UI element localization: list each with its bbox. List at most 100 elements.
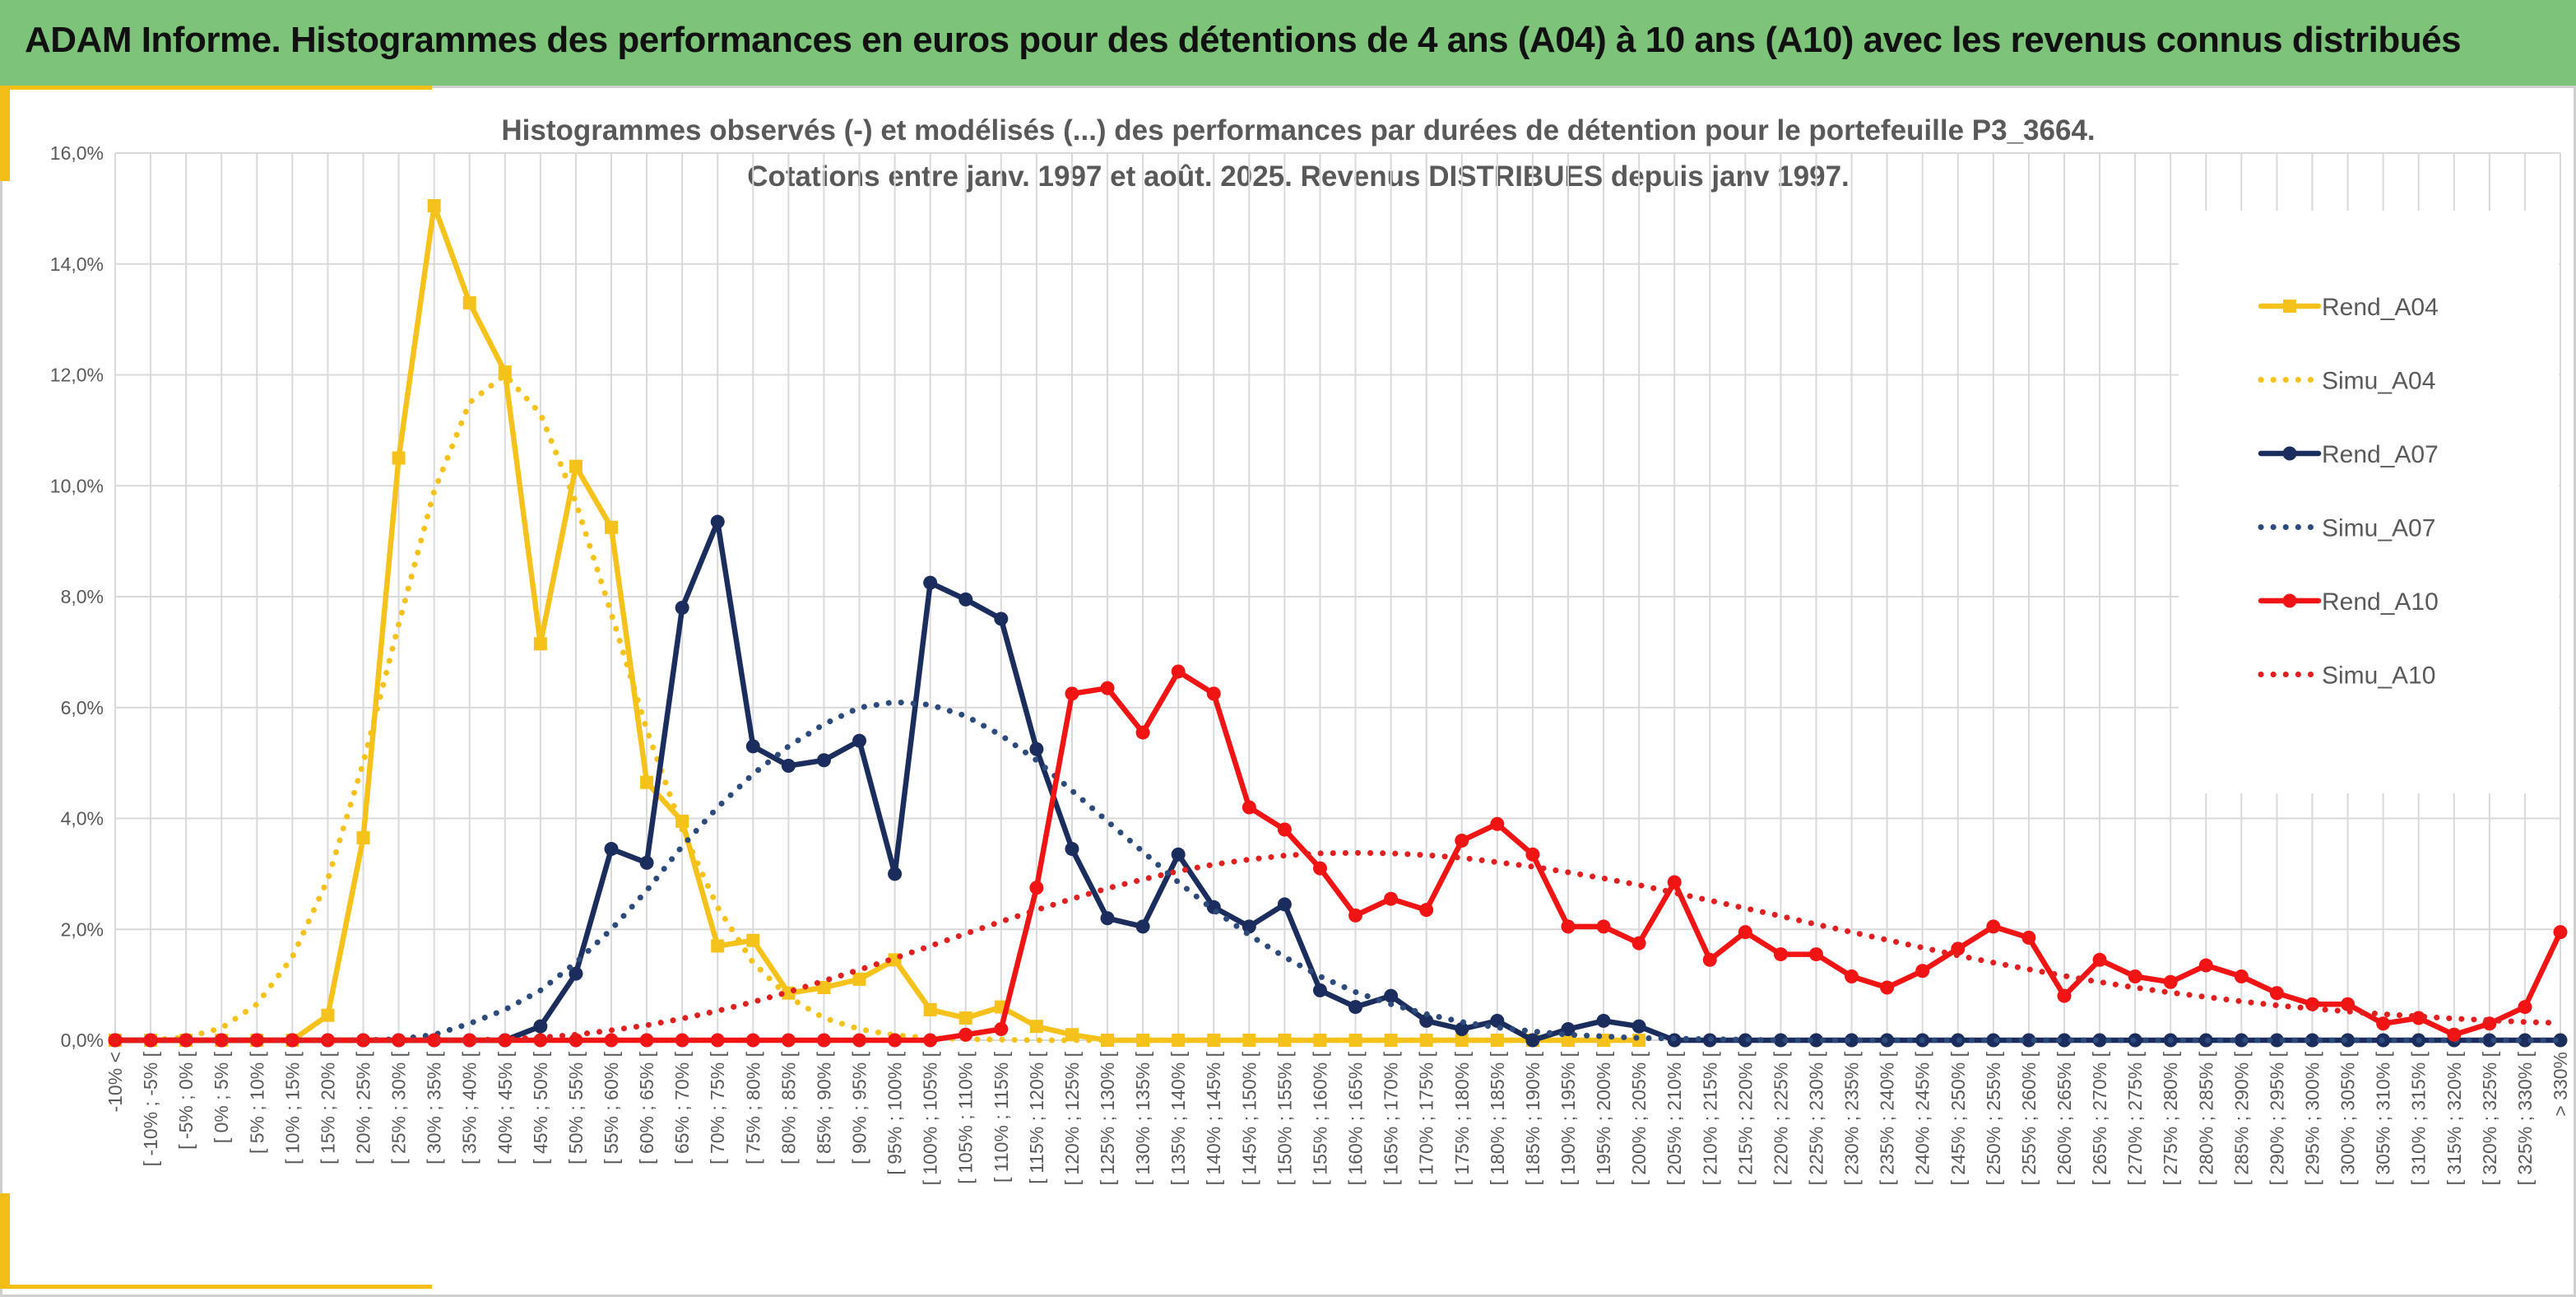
x-tick-label: [ 315% ; 320% [	[2444, 1051, 2465, 1185]
x-tick-label: [ 60% ; 65% [	[636, 1051, 657, 1164]
data-point-Rend_A07	[1135, 919, 1150, 934]
x-tick-label: [ 290% ; 295% [	[2266, 1051, 2287, 1185]
y-tick-label: 6,0%	[61, 697, 104, 718]
x-tick-label: [ 270% ; 275% [	[2124, 1051, 2146, 1185]
data-point-Rend_A07	[569, 966, 583, 981]
data-point-Rend_A10	[2021, 930, 2036, 945]
data-point-Rend_A10	[2411, 1011, 2426, 1025]
x-tick-label: [ 105% ; 110% [	[955, 1051, 977, 1183]
data-point-Rend_A04	[640, 775, 654, 789]
x-tick-label: [ 175% ; 180% [	[1451, 1051, 1473, 1185]
y-tick-label: 16,0%	[50, 142, 104, 164]
y-tick-label: 0,0%	[61, 1030, 104, 1051]
x-tick-label: [ -5% ; 0% [	[175, 1051, 197, 1149]
data-point-Rend_A10	[569, 1033, 583, 1048]
data-point-Rend_A04	[462, 295, 476, 309]
series-line-Rend_A04	[112, 202, 1642, 1044]
x-tick-label: [ 180% ; 185% [	[1487, 1051, 1508, 1185]
x-tick-label: [ 230% ; 235% [	[1841, 1051, 1863, 1185]
y-tick-label: 12,0%	[50, 365, 104, 386]
data-point-Rend_A10	[2128, 969, 2142, 984]
data-point-Rend_A04	[1101, 1034, 1115, 1047]
data-point-Rend_A07	[1171, 847, 1186, 862]
series-line-Rend_A07	[112, 518, 2564, 1044]
x-tick-label: [ 140% ; 145% [	[1203, 1051, 1224, 1185]
data-point-Rend_A10	[533, 1033, 548, 1048]
legend-marker-Rend_A10	[2282, 593, 2297, 608]
x-tick-label: [ 305% ; 310% [	[2373, 1051, 2394, 1185]
data-point-Rend_A10	[781, 1033, 796, 1048]
x-tick-label: [ 195% ; 200% [	[1593, 1051, 1614, 1185]
data-point-Rend_A10	[2163, 974, 2178, 989]
x-tick-label: [ 170% ; 175% [	[1416, 1051, 1437, 1185]
data-point-Rend_A07	[1242, 919, 1256, 934]
legend-label-Simu_A04: Simu_A04	[2322, 368, 2435, 395]
data-point-Rend_A10	[2376, 1016, 2391, 1031]
legend-marker-Rend_A07	[2282, 446, 2297, 461]
x-tick-label: [ 205% ; 210% [	[1664, 1051, 1685, 1185]
data-point-Rend_A07	[604, 842, 619, 857]
data-point-Rend_A07	[1525, 1033, 1540, 1048]
data-point-Rend_A10	[1206, 686, 1221, 701]
x-tick-label: [ 95% ; 100% [	[884, 1051, 906, 1174]
data-point-Rend_A10	[816, 1033, 831, 1048]
x-tick-label: [ 255% ; 260% [	[2018, 1051, 2040, 1185]
data-point-Rend_A04	[923, 1002, 937, 1016]
data-point-Rend_A07	[1738, 1033, 1752, 1048]
data-point-Rend_A07	[1277, 897, 1292, 912]
data-point-Rend_A07	[675, 600, 689, 615]
data-point-Rend_A04	[392, 451, 406, 465]
data-point-Rend_A07	[958, 592, 973, 607]
data-point-Rend_A10	[1845, 969, 1859, 984]
x-tick-label: [ 160% ; 165% [	[1345, 1051, 1367, 1185]
data-point-Rend_A07	[1029, 741, 1044, 756]
data-point-Rend_A04	[711, 939, 725, 953]
x-axis: -10% < [ -10% ; -5% [[ -5% ; 0% [[ 0% ; 5…	[104, 1051, 2571, 1185]
x-tick-label: [ 245% ; 250% [	[1947, 1051, 1969, 1185]
data-point-Rend_A04	[1384, 1034, 1398, 1047]
x-tick-label: [ 215% ; 220% [	[1734, 1051, 1756, 1185]
x-tick-label: [ 5% ; 10% [	[246, 1051, 267, 1154]
data-point-Rend_A04	[1278, 1034, 1292, 1047]
x-tick-label: [ 145% ; 150% [	[1238, 1051, 1260, 1185]
header-banner: ADAM Informe. Histogrammes des performan…	[0, 0, 2576, 87]
x-tick-label: [ 280% ; 285% [	[2195, 1051, 2216, 1185]
data-point-Rend_A07	[2304, 1033, 2319, 1048]
data-point-Rend_A10	[1596, 919, 1611, 934]
x-tick-label: [ 260% ; 265% [	[2054, 1051, 2075, 1185]
data-point-Rend_A04	[1029, 1020, 1043, 1034]
x-tick-label: [ 285% ; 290% [	[2230, 1051, 2252, 1185]
data-point-Rend_A04	[817, 980, 831, 994]
data-point-Rend_A10	[675, 1033, 689, 1048]
data-point-Rend_A07	[710, 514, 725, 529]
legend-background	[2179, 211, 2559, 793]
data-point-Rend_A10	[994, 1022, 1009, 1037]
data-point-Rend_A10	[2304, 997, 2319, 1011]
data-point-Rend_A07	[2234, 1033, 2249, 1048]
data-point-Rend_A10	[852, 1033, 867, 1048]
x-tick-label: [ 235% ; 240% [	[1877, 1051, 1898, 1185]
data-point-Rend_A04	[958, 1011, 972, 1025]
data-point-Rend_A10	[1667, 875, 1682, 890]
legend-label-Simu_A10: Simu_A10	[2322, 662, 2435, 690]
y-tick-label: 2,0%	[61, 918, 104, 940]
data-point-Rend_A10	[1951, 941, 1966, 956]
data-point-Rend_A10	[2518, 1000, 2532, 1015]
x-tick-label: > 330%	[2550, 1052, 2571, 1117]
data-point-Rend_A10	[710, 1033, 725, 1048]
data-point-Rend_A10	[1065, 686, 1079, 701]
data-point-Rend_A10	[179, 1033, 193, 1048]
data-point-Rend_A07	[2021, 1033, 2036, 1048]
y-tick-label: 8,0%	[61, 586, 104, 607]
data-point-Rend_A04	[533, 637, 547, 651]
x-tick-label: [ 325% ; 330% [	[2514, 1051, 2536, 1185]
data-point-Rend_A07	[923, 575, 938, 590]
x-tick-label: [ 85% ; 90% [	[813, 1051, 834, 1164]
plot-series	[108, 199, 2568, 1048]
x-tick-label: [ 165% ; 170% [	[1381, 1051, 1402, 1185]
data-point-Rend_A07	[639, 855, 654, 870]
chart-frame	[0, 86, 2576, 1297]
y-tick-label: 14,0%	[50, 253, 104, 275]
x-tick-label: [ 155% ; 160% [	[1309, 1051, 1330, 1185]
data-point-Rend_A10	[1455, 833, 1469, 848]
